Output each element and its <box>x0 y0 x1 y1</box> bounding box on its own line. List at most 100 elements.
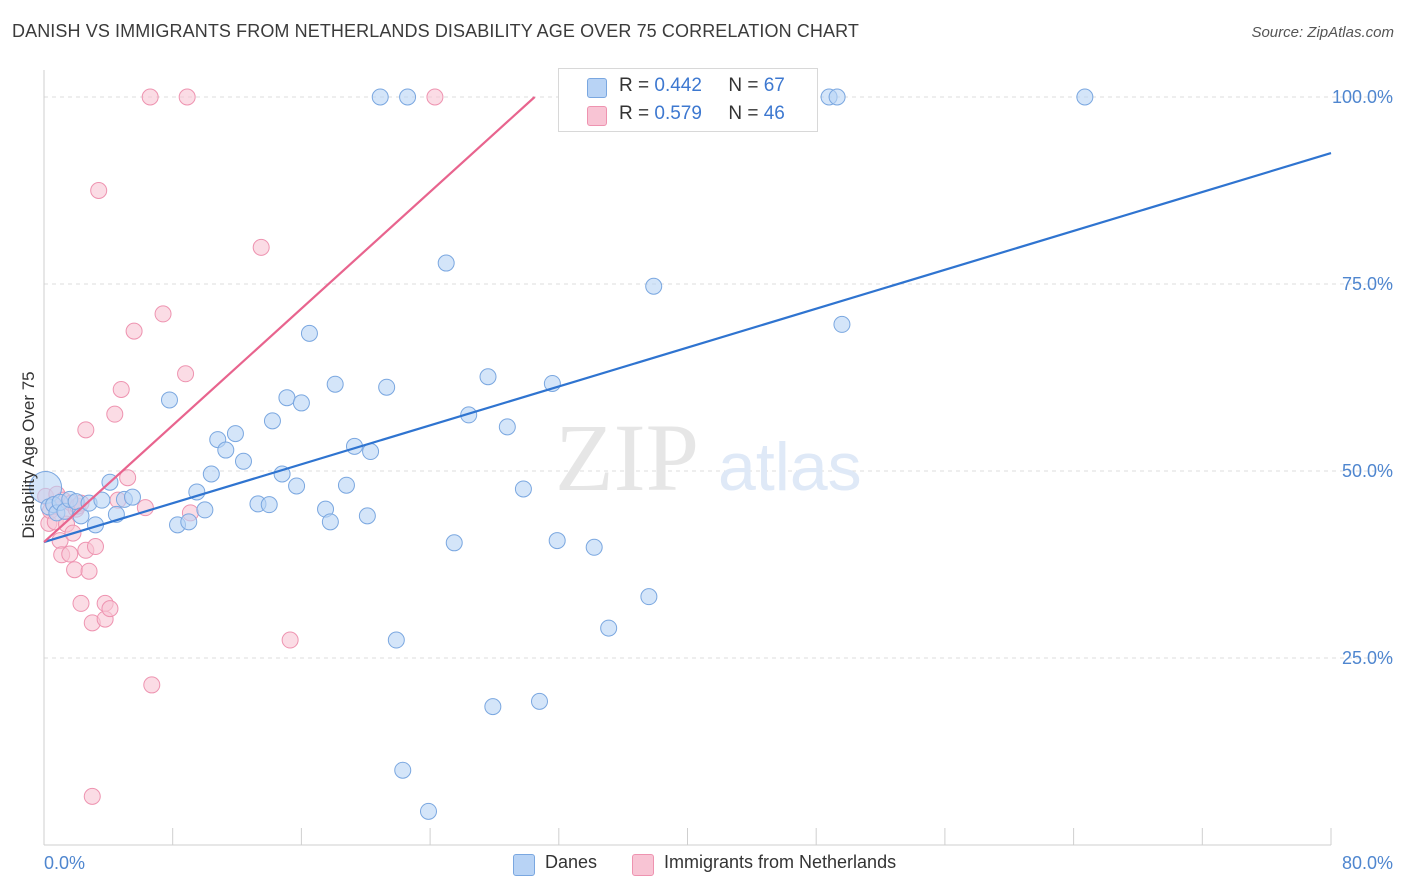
netherlands-point <box>86 538 104 556</box>
netherlands-point <box>252 238 270 256</box>
netherlands-point <box>119 469 137 487</box>
netherlands-point <box>177 365 195 383</box>
danes-point <box>288 477 306 495</box>
n-label: N = <box>728 75 759 96</box>
danes-trend-line <box>43 152 1332 544</box>
legend-row-danes: R = 0.442 N = 67 <box>559 72 817 102</box>
legend-row-netherlands: R = 0.579 N = 46 <box>559 100 817 130</box>
danes-points <box>29 88 1094 820</box>
legend-row-netherlands-text: R = 0.579 N = 46 <box>619 103 785 125</box>
danes-point <box>378 378 396 396</box>
gridlines <box>44 96 1394 659</box>
netherlands-point <box>66 561 84 579</box>
netherlands-legend-swatch <box>632 854 654 876</box>
n-value-netherlands: 46 <box>763 103 785 124</box>
danes-point <box>371 88 389 106</box>
danes-point <box>300 324 318 342</box>
danes-point <box>514 480 532 498</box>
netherlands-point <box>141 88 159 106</box>
danes-point <box>260 496 278 514</box>
netherlands-point <box>61 545 79 563</box>
netherlands-trend-line <box>43 96 536 543</box>
netherlands-point <box>154 305 172 323</box>
danes-point <box>600 619 618 637</box>
danes-point <box>123 488 141 506</box>
danes-legend-label: Danes <box>545 852 598 872</box>
netherlands-point <box>281 631 299 649</box>
axes <box>43 70 1332 846</box>
watermark: ZIP atlas <box>555 404 862 511</box>
danes-point <box>321 513 339 531</box>
danes-point <box>292 394 310 412</box>
netherlands-point <box>83 787 101 805</box>
danes-point <box>419 802 437 820</box>
danes-point <box>530 692 548 710</box>
netherlands-swatch <box>587 106 607 126</box>
y-tick-label: 50.0% <box>1342 461 1393 481</box>
danes-point <box>585 538 603 556</box>
chart-title: DANISH VS IMMIGRANTS FROM NETHERLANDS DI… <box>12 21 859 41</box>
netherlands-point <box>178 88 196 106</box>
danes-point <box>640 588 658 606</box>
danes-point <box>445 534 463 552</box>
danes-point <box>394 761 412 779</box>
watermark-atlas: atlas <box>718 429 862 505</box>
danes-point <box>226 425 244 443</box>
danes-legend-swatch <box>513 854 535 876</box>
correlation-legend: R = 0.442 N = 67 R = 0.579 N = 46 <box>558 68 818 132</box>
source-label: Source: ZipAtlas.com <box>1251 24 1394 41</box>
danes-point <box>93 491 111 509</box>
trend-lines <box>43 96 1332 544</box>
danes-point <box>326 375 344 393</box>
danes-point <box>460 406 478 424</box>
danes-point <box>833 315 851 333</box>
danes-point <box>399 88 417 106</box>
danes-point <box>358 507 376 525</box>
danes-point <box>1076 88 1094 106</box>
x-tick-label: 80.0% <box>1342 853 1393 873</box>
netherlands-point <box>125 322 143 340</box>
netherlands-point <box>101 600 119 618</box>
danes-point <box>437 254 455 272</box>
n-value-danes: 67 <box>763 75 785 96</box>
netherlands-point <box>426 88 444 106</box>
danes-point <box>645 277 663 295</box>
tick-labels: 25.0% 50.0% 75.0% 100.0% 0.0% 80.0% <box>44 87 1393 873</box>
netherlands-point <box>90 182 108 199</box>
netherlands-point <box>106 405 124 423</box>
danes-swatch <box>587 78 607 98</box>
danes-point <box>387 631 405 649</box>
legend-row-danes-text: R = 0.442 N = 67 <box>619 75 785 97</box>
r-value-netherlands: 0.579 <box>654 103 702 124</box>
y-tick-label: 75.0% <box>1342 274 1393 294</box>
danes-point <box>278 389 296 407</box>
netherlands-point <box>77 421 95 439</box>
danes-point <box>337 476 355 494</box>
r-label: R = <box>619 103 650 124</box>
danes-point <box>498 418 516 436</box>
danes-point <box>217 441 235 459</box>
netherlands-points <box>37 88 592 805</box>
netherlands-point <box>112 380 130 398</box>
danes-point <box>160 391 178 409</box>
danes-point <box>548 532 566 550</box>
danes-point <box>263 412 281 430</box>
n-label: N = <box>728 103 759 124</box>
series-legend: Danes Immigrants from Netherlands <box>0 852 1406 878</box>
y-tick-label: 25.0% <box>1342 648 1393 668</box>
netherlands-point <box>143 676 161 694</box>
x-tick-label: 0.0% <box>44 853 85 873</box>
watermark-zip: ZIP <box>555 404 699 511</box>
y-tick-label: 100.0% <box>1332 87 1393 107</box>
danes-point <box>234 452 252 470</box>
danes-point <box>479 368 497 386</box>
y-axis-label: Disability Age Over 75 <box>19 371 38 538</box>
r-label: R = <box>619 75 650 96</box>
danes-point <box>180 513 198 531</box>
danes-point <box>202 465 220 483</box>
netherlands-point <box>72 594 90 612</box>
danes-point <box>828 88 846 106</box>
netherlands-point <box>80 562 98 580</box>
danes-point <box>196 501 214 519</box>
